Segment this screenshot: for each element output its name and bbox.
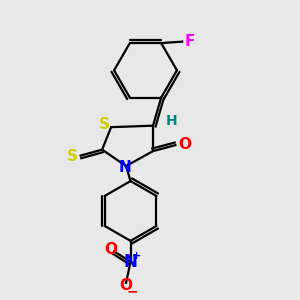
Text: O: O — [104, 242, 117, 257]
Text: N: N — [118, 160, 131, 175]
Text: S: S — [67, 149, 78, 164]
Text: F: F — [184, 34, 195, 49]
Text: H: H — [166, 114, 177, 128]
Text: +: + — [132, 251, 141, 261]
Text: S: S — [99, 117, 110, 132]
Text: N: N — [124, 253, 137, 271]
Text: O: O — [178, 137, 191, 152]
Text: O: O — [119, 278, 132, 293]
Text: −: − — [127, 284, 139, 298]
